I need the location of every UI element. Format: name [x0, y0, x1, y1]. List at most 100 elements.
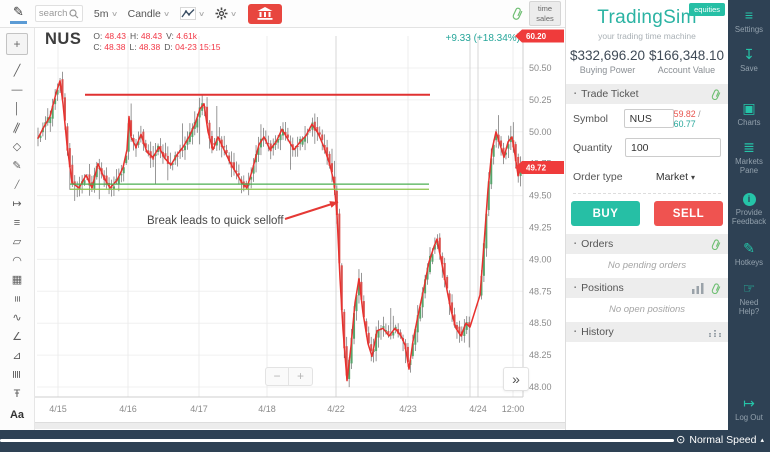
history-header[interactable]: ▪ History: [566, 322, 728, 342]
bid-ask: 59.82 / 60.77: [673, 108, 701, 129]
crosshair-tool[interactable]: +: [6, 33, 28, 55]
positions-header[interactable]: ▪ Positions: [566, 278, 728, 298]
vertical-line-tool[interactable]: │: [0, 99, 34, 118]
markets-pane-icon: ≣: [743, 139, 755, 156]
symbol-input[interactable]: [623, 109, 674, 128]
ohlc-value: 48.38: [138, 42, 161, 52]
paperclip-icon[interactable]: [709, 280, 724, 296]
trend-line-tool[interactable]: ╱: [0, 61, 34, 80]
vertical-lines4-tool[interactable]: ≣: [0, 365, 34, 384]
paperclip-icon[interactable]: [509, 4, 525, 22]
parallel-channel-tool[interactable]: ∥: [0, 118, 34, 137]
gann-fan-tool[interactable]: ∠: [0, 327, 34, 346]
text-tool[interactable]: Aa: [0, 405, 34, 424]
wave-tool[interactable]: ∿: [0, 308, 34, 327]
drawing-toolbar: + ╱ — │ ∥ ◇ ✎ ╱ ↦ ≡ ▱ ◠ ▦ ≡ ∿ ∠ ⊿ ≣ Ŧ Aa: [0, 28, 35, 430]
chart-scrollbar[interactable]: [35, 422, 565, 429]
buy-button[interactable]: BUY: [571, 201, 640, 226]
text-spacing-tool[interactable]: Ŧ: [0, 384, 34, 403]
svg-text:49.00: 49.00: [529, 254, 552, 264]
trend-line-tool-icon: ╱: [13, 65, 21, 77]
last-price-tag: 49.72: [515, 161, 564, 175]
vertical-lines-tool[interactable]: ≡: [0, 289, 34, 308]
triangle-tool[interactable]: ⊿: [0, 346, 34, 365]
chart-annotation[interactable]: Break leads to quick selloff: [147, 201, 339, 227]
chart-style-select[interactable]: Candle ∨: [128, 8, 170, 20]
collapse-icon: ▪: [574, 91, 577, 97]
quantity-input[interactable]: [625, 138, 721, 157]
timeframe-select[interactable]: 5m ∨: [94, 8, 118, 20]
provide-feedback-icon: i: [742, 192, 756, 206]
eraser-tool[interactable]: ▱: [0, 232, 34, 251]
playback-progress[interactable]: [0, 439, 674, 442]
playback-bar: ⊙ Normal Speed ▴: [0, 430, 770, 452]
collapse-icon: ▪: [574, 241, 577, 247]
log-out-icon: ↦: [743, 394, 755, 411]
pattern-tool[interactable]: ▦: [0, 270, 34, 289]
zoom-in-button[interactable]: +: [296, 369, 304, 383]
ohlc-value: 4.61k: [176, 31, 197, 41]
time-sales-button[interactable]: time sales: [529, 1, 561, 26]
exchange-button[interactable]: [248, 3, 283, 24]
charts-icon: ▣: [742, 99, 756, 116]
candlestick-chart[interactable]: 50.5050.2550.0049.7549.5049.2549.0048.75…: [35, 28, 565, 430]
collapse-icon: ▪: [574, 329, 577, 335]
settings-label: Settings: [734, 25, 764, 34]
ohlc-label: H:: [129, 31, 141, 41]
paperclip-icon[interactable]: [709, 86, 724, 102]
horizontal-lines-tool-icon: ≡: [13, 216, 21, 229]
orders-header[interactable]: ▪ Orders: [566, 234, 728, 254]
moving-average-line: [37, 80, 522, 382]
save-label: Save: [740, 64, 758, 74]
arrow-marker-tool-icon: ↦: [12, 198, 22, 210]
line-chart-icon: [180, 7, 197, 20]
sidebar-item-provide-feedback[interactable]: i Provide Feedback: [729, 192, 769, 227]
chart-settings-select[interactable]: ∨: [215, 7, 237, 20]
sidebar-item-need-help[interactable]: ☞ Need Help?: [729, 280, 769, 317]
fib-arc-tool-icon: ◠: [12, 255, 22, 267]
svg-text:4/23: 4/23: [399, 404, 417, 414]
svg-text:Break leads to quick selloff: Break leads to quick selloff: [147, 215, 284, 227]
order-buttons: BUY SELL: [566, 194, 728, 234]
draw-tool-icon[interactable]: ✎: [10, 4, 27, 24]
horizontal-lines-tool[interactable]: ≡: [0, 213, 34, 232]
search-input[interactable]: search: [34, 5, 83, 22]
markets-pane-label: Markets Pane: [735, 157, 763, 176]
text-spacing-tool-icon: Ŧ: [13, 387, 21, 400]
symbol-title: NUS: [45, 30, 82, 48]
zoom-out-button[interactable]: −: [266, 368, 289, 385]
trade-ticket-header[interactable]: ▪ Trade Ticket: [566, 84, 728, 104]
polygon-tool[interactable]: ◇: [0, 137, 34, 156]
sidebar-item-settings[interactable]: ≡ Settings: [729, 8, 769, 35]
sidebar-item-log-out[interactable]: ↦ Log Out: [729, 394, 769, 422]
equities-badge: equities: [689, 3, 725, 16]
paperclip-icon[interactable]: [709, 236, 724, 252]
ohlc-label: O:: [93, 31, 105, 41]
indicator-select[interactable]: ∨: [180, 7, 205, 20]
svg-text:48.75: 48.75: [529, 286, 552, 296]
horizontal-line-tool[interactable]: —: [0, 80, 34, 99]
ohlc-value: 04-23 15:15: [175, 42, 221, 52]
speed-control[interactable]: ⊙ Normal Speed ▴: [676, 433, 764, 447]
arrow-marker-tool[interactable]: ↦: [0, 194, 34, 213]
sidebar-item-hotkeys[interactable]: ✎ Hotkeys: [729, 240, 769, 268]
svg-text:49.50: 49.50: [529, 191, 552, 201]
ohlc-value: 48.38: [104, 42, 126, 52]
sidebar-item-save[interactable]: ↧ Save: [729, 47, 769, 74]
fib-arc-tool[interactable]: ◠: [0, 251, 34, 270]
sell-button[interactable]: SELL: [654, 201, 723, 226]
fast-forward-button[interactable]: »: [503, 367, 529, 391]
order-type-select[interactable]: Market ▾: [656, 171, 695, 183]
svg-text:50.25: 50.25: [529, 95, 552, 105]
session-price-tag: 60.20: [515, 29, 564, 43]
app-sidebar: ≡ Settings ↧ Save ▣ Charts ≣ Markets Pane i Provi…: [728, 0, 770, 430]
brush-tool[interactable]: ✎: [0, 156, 34, 175]
hotkeys-icon: ✎: [743, 240, 755, 257]
sidebar-item-markets-pane[interactable]: ≣ Markets Pane: [729, 140, 769, 176]
svg-text:4/22: 4/22: [327, 404, 345, 414]
ohlc-value: 48.43: [140, 31, 163, 41]
sidebar-item-charts[interactable]: ▣ Charts: [729, 99, 769, 127]
short-line-tool[interactable]: ╱: [0, 175, 34, 194]
brand-logo: TradingSim: [597, 7, 697, 28]
svg-text:48.25: 48.25: [529, 350, 552, 360]
